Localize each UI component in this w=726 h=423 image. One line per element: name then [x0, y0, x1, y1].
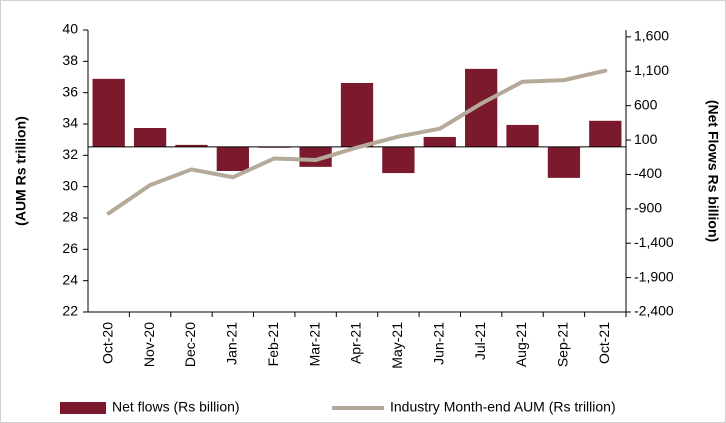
x-tick-label: Oct-20: [99, 322, 115, 364]
y-tick-label: 22: [62, 303, 78, 319]
y-tick-label: 28: [62, 209, 78, 225]
bar: [216, 146, 249, 171]
y-tick-label: 26: [62, 240, 78, 256]
bar: [589, 120, 622, 147]
y-tick-label: 32: [62, 146, 78, 162]
bar: [133, 128, 167, 147]
x-tick-label: Jul-21: [472, 322, 488, 360]
y2-tick-label: 100: [634, 131, 658, 147]
bar: [382, 146, 415, 174]
x-tick-label: Jan-21: [224, 322, 240, 365]
y2-tick-label: -1,900: [634, 268, 674, 284]
bar: [506, 124, 539, 147]
y2-tick-label: -900: [634, 200, 662, 216]
x-tick-label: Sep-21: [555, 322, 571, 367]
y2-axis-title: (Net Flows Rs billion): [705, 100, 721, 242]
x-tick-label: Mar-21: [306, 322, 322, 367]
x-tick-label: Jun-21: [430, 322, 446, 365]
y-tick-label: 36: [62, 83, 78, 99]
bar: [92, 78, 125, 147]
x-tick-label: Nov-20: [141, 322, 157, 367]
y2-tick-label: 1,600: [634, 28, 669, 44]
y-axis-title: (AUM Rs trillion): [13, 116, 29, 226]
y-tick-label: 30: [62, 177, 78, 193]
y-tick-label: 40: [62, 21, 78, 37]
bar: [299, 146, 332, 167]
legend-label: Net flows (Rs billion): [112, 399, 240, 415]
bar: [175, 144, 208, 147]
line: [106, 68, 608, 216]
y2-tick-label: 600: [634, 96, 658, 112]
y2-tick-label: -2,400: [634, 303, 674, 319]
y-tick-label: 24: [62, 271, 78, 287]
y2-tick-label: -400: [634, 165, 662, 181]
y2-tick-label: 1,100: [634, 62, 669, 78]
bar: [547, 146, 581, 178]
x-tick-label: May-21: [389, 322, 405, 369]
x-tick-label: Apr-21: [348, 322, 364, 364]
legend-swatch: [60, 402, 106, 414]
bar: [465, 68, 498, 147]
x-tick-label: Aug-21: [513, 322, 529, 367]
bar: [340, 82, 374, 147]
y-tick-label: 38: [62, 52, 78, 68]
y2-tick-label: -1,400: [634, 234, 674, 250]
x-tick-label: Dec-20: [182, 322, 198, 367]
bar: [423, 136, 456, 147]
x-tick-label: Feb-21: [265, 322, 281, 367]
legend-label: Industry Month-end AUM (Rs trillion): [390, 399, 616, 415]
y-tick-label: 34: [62, 115, 78, 131]
x-tick-label: Oct-21: [596, 322, 612, 364]
